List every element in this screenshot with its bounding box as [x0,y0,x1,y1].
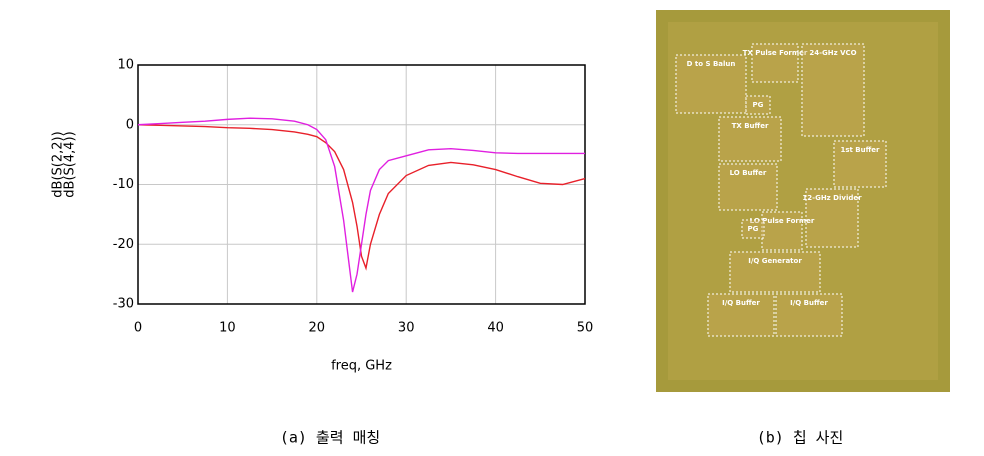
block-outline [751,43,799,83]
x-tick-label: 50 [577,321,594,336]
block-outline [675,54,747,114]
block-outline [775,293,843,337]
y-tick-label: 0 [126,117,134,132]
block-label: TX Pulse Former [743,49,808,57]
plot-frame [137,64,586,305]
block-label: D to S Balun [687,60,736,68]
block-outline [718,116,782,162]
block-label: PG [748,225,759,233]
block-label: PG [753,101,764,109]
block-outline [741,219,765,239]
block-outline [718,163,778,211]
caption: (b) 칩 사진 [757,429,844,447]
x-tick-label: 10 [219,321,236,336]
y-tick-label: 10 [117,58,134,73]
block-label: 1st Buffer [840,146,880,154]
block-outline [745,95,771,115]
block-label: I/Q Buffer [790,299,828,307]
y-tick-label: -10 [113,177,134,192]
x-tick-label: 30 [398,321,415,336]
block-label: 24-GHz VCO [809,49,856,57]
block-label: LO Buffer [730,169,767,177]
y-tick-label: -20 [113,237,134,252]
x-tick-label: 0 [134,321,142,336]
x-axis-label: freq, GHz [331,359,392,374]
block-outline [833,140,887,188]
block-outline [707,293,775,337]
block-outline [805,188,859,248]
block-label: LO Pulse Former [750,217,815,225]
block-label: I/Q Generator [748,257,802,265]
block-label: TX Buffer [732,122,769,130]
x-tick-label: 20 [309,321,326,336]
block-outline [761,211,803,251]
block-outline [801,43,865,137]
caption: (a) 출력 매칭 [280,429,380,447]
x-tick-label: 40 [487,321,504,336]
chip-core [668,22,938,380]
block-label: I/Q Buffer [722,299,760,307]
legend-label: dB(S(4,4)) [63,131,78,197]
legend-label: dB(S(2,2)) [51,131,66,197]
block-outline [729,251,821,293]
series-line [137,117,585,293]
series-line [137,124,586,271]
y-tick-label: -30 [113,297,134,312]
block-label: 12-GHz Divider [802,194,862,202]
